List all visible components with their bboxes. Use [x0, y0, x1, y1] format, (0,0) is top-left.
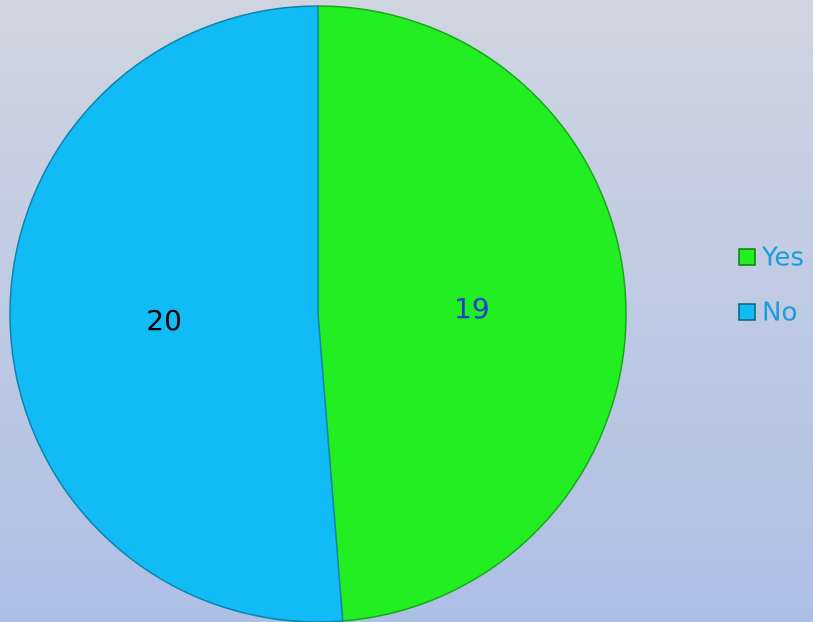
- slice-label: 19: [454, 292, 490, 325]
- pie-slice: [317, 5, 627, 622]
- legend-swatch: [738, 248, 756, 266]
- pie-slice: [9, 5, 344, 622]
- legend-label: No: [762, 298, 797, 328]
- legend-swatch: [738, 303, 756, 321]
- legend-label: Yes: [761, 243, 804, 273]
- slice-label: 20: [146, 304, 182, 337]
